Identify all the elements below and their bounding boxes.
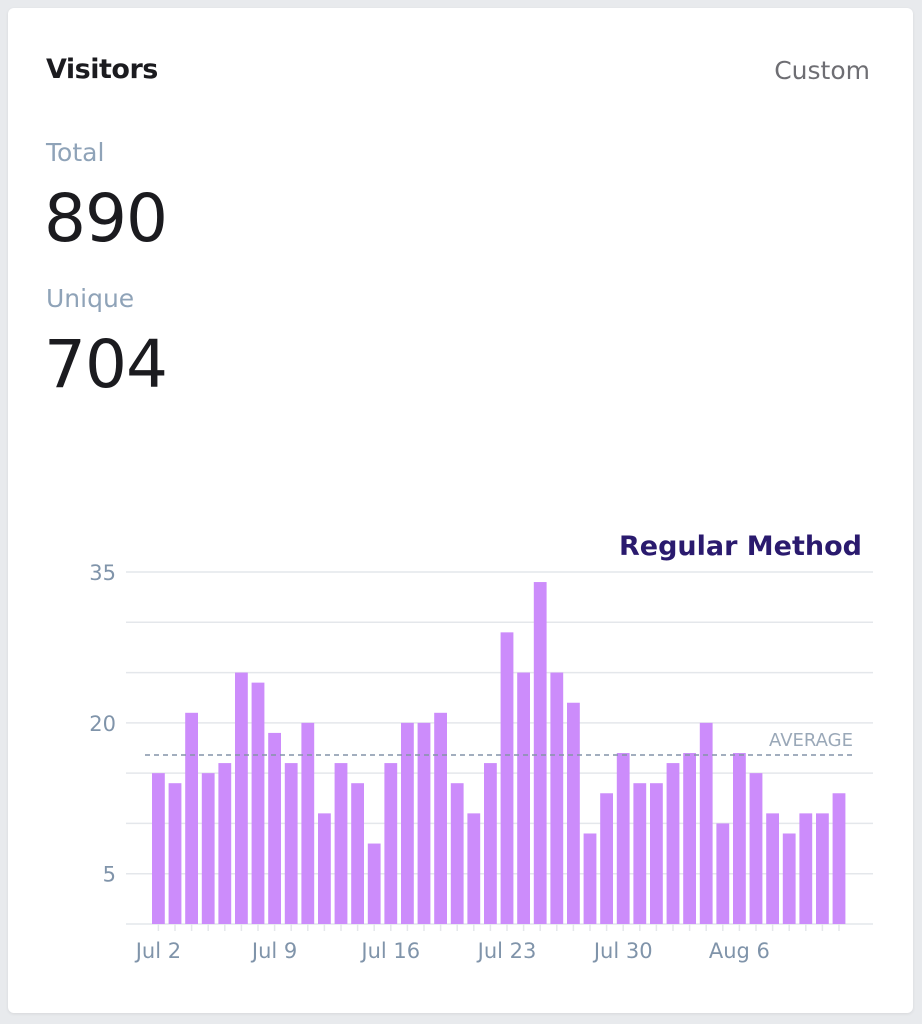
bar (484, 763, 497, 924)
bar (251, 682, 265, 924)
bar (401, 722, 414, 924)
bar (168, 783, 182, 924)
bar (567, 702, 580, 924)
chart-overlay-text: Regular Method (619, 531, 862, 562)
x-tick-label: Jul 16 (359, 939, 420, 963)
bar (683, 753, 696, 924)
y-axis-ticks: 5 20 35 (89, 561, 116, 887)
bar (318, 813, 331, 924)
bar (550, 672, 564, 924)
bar (733, 753, 746, 924)
bar (749, 773, 763, 924)
bar (666, 763, 680, 924)
bar (517, 672, 530, 924)
bar (467, 813, 481, 924)
x-tick-label: Jul 9 (250, 939, 297, 963)
y-tick-label: 5 (103, 863, 116, 887)
bar (716, 823, 730, 924)
y-tick-label: 35 (89, 561, 116, 585)
x-tick-label: Jul 2 (134, 939, 181, 963)
bar (583, 833, 597, 924)
bar (650, 783, 663, 924)
bar (301, 722, 315, 924)
bars (152, 582, 846, 924)
bar (500, 632, 514, 924)
unique-label: Unique (46, 284, 135, 313)
bar (699, 722, 713, 924)
bar (367, 843, 381, 924)
average-label: AVERAGE (769, 730, 853, 751)
custom-range-button[interactable]: Custom (774, 56, 870, 85)
bar (334, 763, 348, 924)
bar (218, 763, 232, 924)
bar (533, 582, 547, 924)
x-tick-label: Jul 23 (476, 939, 537, 963)
grid-lines (126, 571, 873, 925)
unique-value: 704 (44, 326, 168, 403)
bar (600, 793, 613, 924)
bar (450, 783, 464, 924)
bar (284, 763, 298, 924)
bar (417, 722, 431, 924)
total-value: 890 (44, 180, 168, 257)
card-title: Visitors (46, 54, 158, 85)
bar (434, 712, 447, 924)
bar (351, 783, 364, 924)
bar (268, 732, 281, 924)
bar (616, 753, 630, 924)
bar (201, 773, 215, 924)
bar (185, 712, 198, 924)
x-axis-ticks: Jul 2 Jul 9 Jul 16 Jul 23 Jul 30 Aug 6 (134, 924, 840, 963)
x-tick-label: Aug 6 (709, 939, 770, 963)
bar (816, 813, 829, 924)
bar (782, 833, 796, 924)
bar (799, 813, 813, 924)
average-marker: AVERAGE (145, 730, 853, 756)
y-tick-label: 20 (89, 712, 116, 736)
bar (633, 783, 647, 924)
bar (235, 672, 248, 924)
bar (384, 763, 398, 924)
bar (766, 813, 779, 924)
x-tick-label: Jul 30 (592, 939, 653, 963)
bar (832, 793, 846, 924)
bar (152, 773, 165, 924)
total-label: Total (46, 138, 105, 167)
